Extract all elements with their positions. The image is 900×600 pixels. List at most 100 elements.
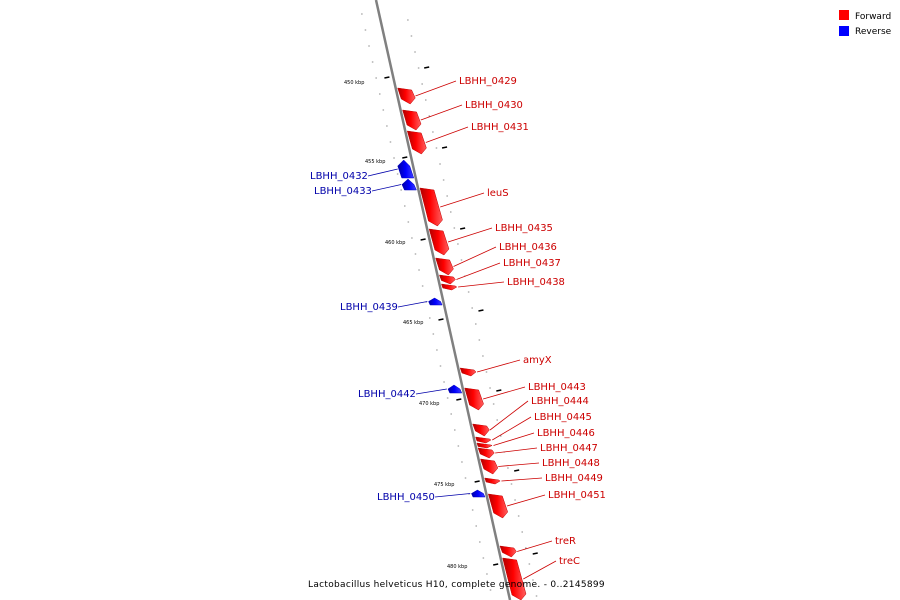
gene-lbhh-0445-feature [475, 436, 492, 444]
major-tick [532, 552, 538, 555]
legend-forward-swatch [839, 10, 849, 20]
gene-label-lbhh-0445[interactable]: LBHH_0445 [534, 412, 592, 423]
gene-label-lbhh-0437[interactable]: LBHH_0437 [503, 258, 561, 269]
connector-lbhh-0433 [371, 184, 402, 192]
major-tick [424, 66, 430, 69]
gene-lbhh-0448-feature [480, 458, 499, 475]
connector-lbhh-0439 [397, 301, 428, 308]
gene-label-lbhh-0446[interactable]: LBHH_0446 [537, 428, 595, 439]
tick-label-470: 470 kbp [419, 401, 439, 407]
gene-label-lbhh-0448[interactable]: LBHH_0448 [542, 458, 600, 469]
gene-label-amyx[interactable]: amyX [523, 355, 552, 366]
major-tick [438, 318, 444, 321]
gene-label-lbhh-0432[interactable]: LBHH_0432 [310, 171, 368, 182]
connector-lbhh-0435 [447, 227, 493, 243]
gene-lbhh-0442-feature [447, 384, 463, 394]
tick-label-475: 475 kbp [434, 482, 454, 488]
genome-caption: Lactobacillus helveticus H10, complete g… [308, 580, 605, 590]
gene-lbhh-0450-feature [471, 489, 486, 498]
gene-lbhh-0433-feature [401, 178, 417, 191]
major-tick [441, 146, 448, 149]
tick-label-480: 480 kbp [447, 564, 467, 570]
gene-label-lbhh-0444[interactable]: LBHH_0444 [531, 396, 589, 407]
gene-label-lbhh-0450[interactable]: LBHH_0450 [377, 492, 435, 503]
gene-trec-feature [502, 557, 527, 600]
connector-lbhh-0445 [492, 416, 532, 441]
gene-label-lbhh-0451[interactable]: LBHH_0451 [548, 490, 606, 501]
major-tick [474, 480, 480, 483]
gene-lbhh-0429-feature [397, 87, 416, 105]
connector-lbhh-0438 [458, 281, 505, 288]
major-tick [384, 76, 390, 79]
genome-backbone [374, 0, 512, 600]
gene-label-lbhh-0438[interactable]: LBHH_0438 [507, 277, 565, 288]
gene-lbhh-0438-feature [441, 283, 458, 291]
gene-label-trer[interactable]: treR [555, 536, 576, 547]
connector-lbhh-0444 [489, 400, 529, 431]
connector-lbhh-0446 [493, 432, 535, 446]
gene-lbhh-0439-feature [428, 297, 443, 306]
major-tick [496, 389, 502, 392]
gene-lbhh-0447-feature [477, 447, 495, 459]
connector-lbhh-0432 [367, 168, 398, 177]
gene-label-lbhh-0431[interactable]: LBHH_0431 [471, 122, 529, 133]
major-tick [514, 469, 520, 472]
gene-label-lbhh-0436[interactable]: LBHH_0436 [499, 242, 557, 253]
gene-label-lbhh-0442[interactable]: LBHH_0442 [358, 389, 416, 400]
gene-lbhh-0449-feature [484, 477, 501, 485]
gene-lbhh-0446-feature [476, 442, 493, 449]
gene-lbhh-0443-feature [464, 387, 484, 411]
gene-lbhh-0435-feature [428, 228, 450, 256]
connector-lbhh-0448 [498, 462, 540, 467]
connector-lbhh-0451 [506, 494, 546, 507]
gene-lbhh-0432-feature [397, 159, 415, 179]
gene-lbhh-0437-feature [439, 274, 456, 285]
gene-lbhh-0451-feature [487, 493, 508, 519]
connector-leus [440, 192, 485, 208]
tick-label-450: 450 kbp [344, 80, 364, 86]
gene-amyx-feature [459, 367, 477, 377]
legend-reverse-label: Reverse [855, 27, 892, 37]
legend-forward-label: Forward [855, 12, 891, 22]
connector-lbhh-0450 [434, 493, 471, 498]
gene-lbhh-0436-feature [435, 257, 454, 276]
legend-reverse-swatch [839, 26, 849, 36]
gene-trer-feature [499, 545, 517, 558]
connector-lbhh-0431 [425, 126, 469, 143]
tick-label-455: 455 kbp [365, 159, 385, 165]
tick-label-465: 465 kbp [403, 320, 423, 326]
connector-lbhh-0430 [420, 104, 463, 121]
major-tick [478, 309, 484, 312]
gene-label-lbhh-0430[interactable]: LBHH_0430 [465, 100, 523, 111]
connector-lbhh-0443 [482, 386, 526, 400]
connector-lbhh-0449 [501, 477, 543, 482]
gene-features [397, 87, 527, 600]
gene-leus-feature [419, 187, 443, 227]
connector-lbhh-0447 [495, 447, 538, 454]
gene-label-lbhh-0429[interactable]: LBHH_0429 [459, 76, 517, 87]
gene-labels: LBHH_0429 LBHH_0430 LBHH_0431 LBHH_0432 LBHH… [310, 76, 606, 567]
major-tick [493, 563, 499, 566]
gene-label-lbhh-0443[interactable]: LBHH_0443 [528, 382, 586, 393]
gene-label-leus[interactable]: leuS [487, 188, 509, 199]
gene-label-lbhh-0439[interactable]: LBHH_0439 [340, 302, 398, 313]
gene-lbhh-0444-feature [472, 423, 490, 437]
label-connectors [367, 80, 557, 580]
gene-label-lbhh-0435[interactable]: LBHH_0435 [495, 223, 553, 234]
connector-trec [523, 560, 557, 580]
connector-lbhh-0436 [453, 246, 497, 267]
connector-lbhh-0437 [456, 262, 501, 280]
major-tick [420, 238, 426, 241]
connector-lbhh-0442 [415, 388, 447, 395]
connector-lbhh-0429 [415, 80, 457, 97]
gene-label-lbhh-0449[interactable]: LBHH_0449 [545, 473, 603, 484]
gene-lbhh-0431-feature [406, 130, 427, 155]
gene-label-trec[interactable]: treC [559, 556, 580, 567]
major-tick [459, 227, 466, 230]
major-tick [456, 398, 462, 401]
gene-label-lbhh-0447[interactable]: LBHH_0447 [540, 443, 598, 454]
gene-label-lbhh-0433[interactable]: LBHH_0433 [314, 186, 372, 197]
connector-amyx [476, 359, 521, 373]
connector-trer [517, 540, 553, 552]
